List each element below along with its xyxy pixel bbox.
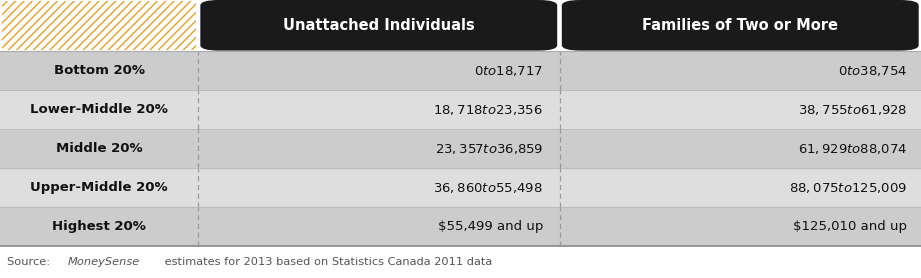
Text: Middle 20%: Middle 20% [55, 142, 143, 155]
FancyBboxPatch shape [562, 0, 919, 51]
Text: $61,929 to $88,074: $61,929 to $88,074 [798, 142, 907, 156]
Text: $55,499 and up: $55,499 and up [437, 220, 543, 233]
Text: $38,755 to $61,928: $38,755 to $61,928 [798, 103, 907, 117]
Text: $18,718 to $23,356: $18,718 to $23,356 [433, 103, 543, 117]
Text: Upper-Middle 20%: Upper-Middle 20% [30, 181, 168, 194]
Text: Source:: Source: [7, 257, 54, 267]
Text: Bottom 20%: Bottom 20% [53, 64, 145, 77]
Bar [0, 207, 921, 246]
Bar [2, 1, 196, 50]
Text: $88,075 to $125,009: $88,075 to $125,009 [789, 181, 907, 195]
Bar [0, 51, 921, 90]
Bar [0, 90, 921, 129]
Text: Highest 20%: Highest 20% [52, 220, 146, 233]
Bar [0, 129, 921, 168]
Text: Lower-Middle 20%: Lower-Middle 20% [30, 103, 168, 116]
Bar [0, 0, 198, 51]
Text: $36,860 to $55,498: $36,860 to $55,498 [433, 181, 543, 195]
Text: MoneySense: MoneySense [67, 257, 140, 267]
Text: estimates for 2013 based on Statistics Canada 2011 data: estimates for 2013 based on Statistics C… [161, 257, 492, 267]
Text: $0 to $18,717: $0 to $18,717 [474, 64, 543, 78]
FancyBboxPatch shape [201, 0, 557, 51]
Bar [0, 168, 921, 207]
Text: $0 to $38,754: $0 to $38,754 [838, 64, 907, 78]
Text: $23,357 to $36,859: $23,357 to $36,859 [435, 142, 543, 156]
Text: Unattached Individuals: Unattached Individuals [283, 18, 474, 33]
Text: Families of Two or More: Families of Two or More [642, 18, 838, 33]
Text: $125,010 and up: $125,010 and up [793, 220, 907, 233]
